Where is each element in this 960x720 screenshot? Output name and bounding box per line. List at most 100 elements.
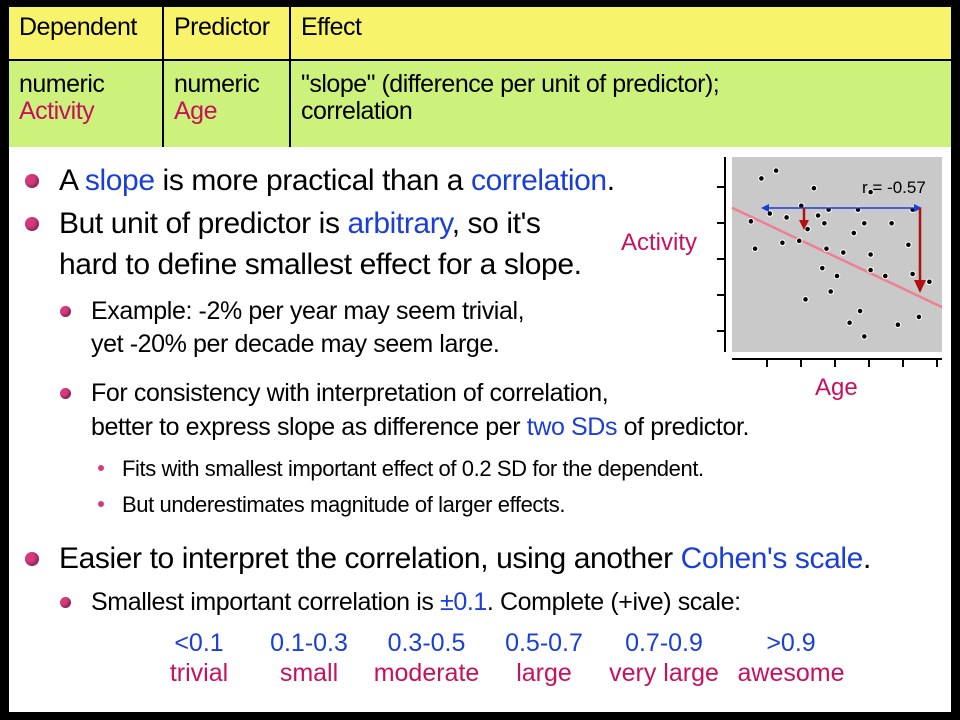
header-effect: Effect <box>291 7 951 61</box>
text: Smallest important correlation is <box>91 588 441 616</box>
data-point <box>758 175 765 182</box>
effect-line-1: "slope" (difference per unit of predicto… <box>301 70 720 98</box>
data-point <box>846 319 853 327</box>
keyword-arbitrary: arbitrary <box>347 207 452 240</box>
regression-line <box>731 206 943 309</box>
scale-item: 0.1-0.3 small <box>254 628 364 688</box>
bullet-marker <box>98 501 104 507</box>
data-point <box>867 188 874 196</box>
data-point <box>823 245 830 252</box>
arrowhead-large <box>914 280 926 293</box>
scale-value: 0.1-0.3 <box>270 629 348 657</box>
effect-table: Dependent Predictor Effect numeric Activ… <box>9 7 951 147</box>
text: better to express slope as difference pe… <box>91 413 527 441</box>
keyword-correlation: correlation <box>471 164 607 197</box>
scale-name: large <box>516 659 572 687</box>
scale-name: awesome <box>737 659 845 687</box>
keyword-slope: slope <box>84 164 155 197</box>
text: , so it's <box>451 207 541 240</box>
data-point <box>867 266 874 274</box>
data-point <box>882 272 889 280</box>
scale-value: 0.7-0.9 <box>625 629 703 657</box>
slide: Dependent Predictor Effect numeric Activ… <box>9 7 951 712</box>
bullet-consistency-line2: better to express slope as difference pe… <box>91 412 749 443</box>
data-point <box>894 321 902 328</box>
bullet-marker <box>25 552 39 566</box>
data-point <box>840 249 847 256</box>
bullet-underestimates: But underestimates magnitude of larger e… <box>122 492 566 517</box>
bullet-slope: A slope is more practical than a correla… <box>59 163 615 199</box>
data-point <box>819 264 826 272</box>
bullet-marker <box>60 388 71 399</box>
cell-predictor: numeric Age <box>164 61 291 147</box>
header-dependent: Dependent <box>9 7 164 61</box>
correlation-annotation: r = -0.57 <box>862 178 926 197</box>
data-point <box>779 239 786 247</box>
data-point <box>909 270 916 278</box>
bullet-consistency: For consistency with interpretation of c… <box>91 379 609 407</box>
text: of predictor. <box>617 413 750 441</box>
data-point <box>856 307 864 315</box>
bullet-arbitrary: But unit of predictor is arbitrary, so i… <box>59 206 541 242</box>
text: . <box>862 542 871 575</box>
bullet-cohens-scale: Easier to interpret the correlation, usi… <box>59 541 871 577</box>
keyword-plus-minus-0-1: ±0.1 <box>440 588 487 616</box>
data-point <box>850 229 858 237</box>
data-point <box>867 251 874 258</box>
data-point <box>751 245 759 252</box>
data-point <box>747 218 755 225</box>
text: Easier to interpret the correlation, usi… <box>59 542 681 575</box>
bullet-example-line2: yet -20% per decade may seem large. <box>91 330 500 358</box>
scale-item: <0.1 trivial <box>144 628 254 688</box>
scale-item: 0.5-0.7 large <box>489 628 599 688</box>
data-point <box>861 333 868 340</box>
axes <box>717 157 942 367</box>
data-point <box>783 214 790 221</box>
arrowhead-right <box>914 204 922 212</box>
scale-name: very large <box>609 659 719 687</box>
text: But unit of predictor is <box>59 207 348 240</box>
data-point <box>766 210 774 217</box>
cell-dependent: numeric Activity <box>9 61 164 147</box>
data-point <box>888 220 895 227</box>
bullet-marker <box>25 174 39 188</box>
data-point <box>795 237 803 245</box>
data-point <box>814 212 822 219</box>
data-point <box>833 272 841 280</box>
keyword-two-sds: two SDs <box>526 413 618 441</box>
scale-item: >0.9 awesome <box>731 628 851 688</box>
text: is more practical than a <box>154 164 472 197</box>
data-point <box>926 278 933 286</box>
effect-line-2: correlation <box>301 97 413 125</box>
bullet-marker <box>60 597 71 608</box>
keyword-cohens-scale: Cohen's scale <box>680 542 864 575</box>
data-point <box>905 241 912 249</box>
data-point <box>821 220 828 227</box>
predictor-type: numeric <box>174 70 260 98</box>
scale-name: moderate <box>373 659 480 687</box>
data-point <box>810 184 818 192</box>
bullet-smallest-correlation: Smallest important correlation is ±0.1. … <box>91 587 741 618</box>
arrowhead-left <box>761 204 769 212</box>
bullet-marker <box>98 465 104 471</box>
bullet-arbitrary-line2: hard to define smallest effect for a slo… <box>59 248 582 281</box>
dependent-type: numeric <box>19 70 105 98</box>
bullet-example: Example: -2% per year may seem trivial, <box>91 297 525 325</box>
bullet-marker <box>25 217 39 231</box>
data-point <box>827 288 834 295</box>
data-point <box>772 167 780 174</box>
data-point <box>915 313 923 321</box>
data-point <box>802 296 809 303</box>
scale-value: >0.9 <box>766 629 816 657</box>
x-axis-label: Age <box>815 374 858 401</box>
bullet-fits: Fits with smallest important effect of 0… <box>122 456 704 481</box>
scale-item: 0.3-0.5 moderate <box>364 628 489 688</box>
scale-value: 0.5-0.7 <box>505 629 583 657</box>
header-predictor: Predictor <box>164 7 291 61</box>
cell-effect: "slope" (difference per unit of predicto… <box>291 61 951 147</box>
scale-name: small <box>279 659 339 687</box>
data-point <box>804 225 811 233</box>
scale-value: 0.3-0.5 <box>387 629 466 657</box>
y-axis-label: Activity <box>621 229 698 256</box>
text: A <box>59 164 85 197</box>
